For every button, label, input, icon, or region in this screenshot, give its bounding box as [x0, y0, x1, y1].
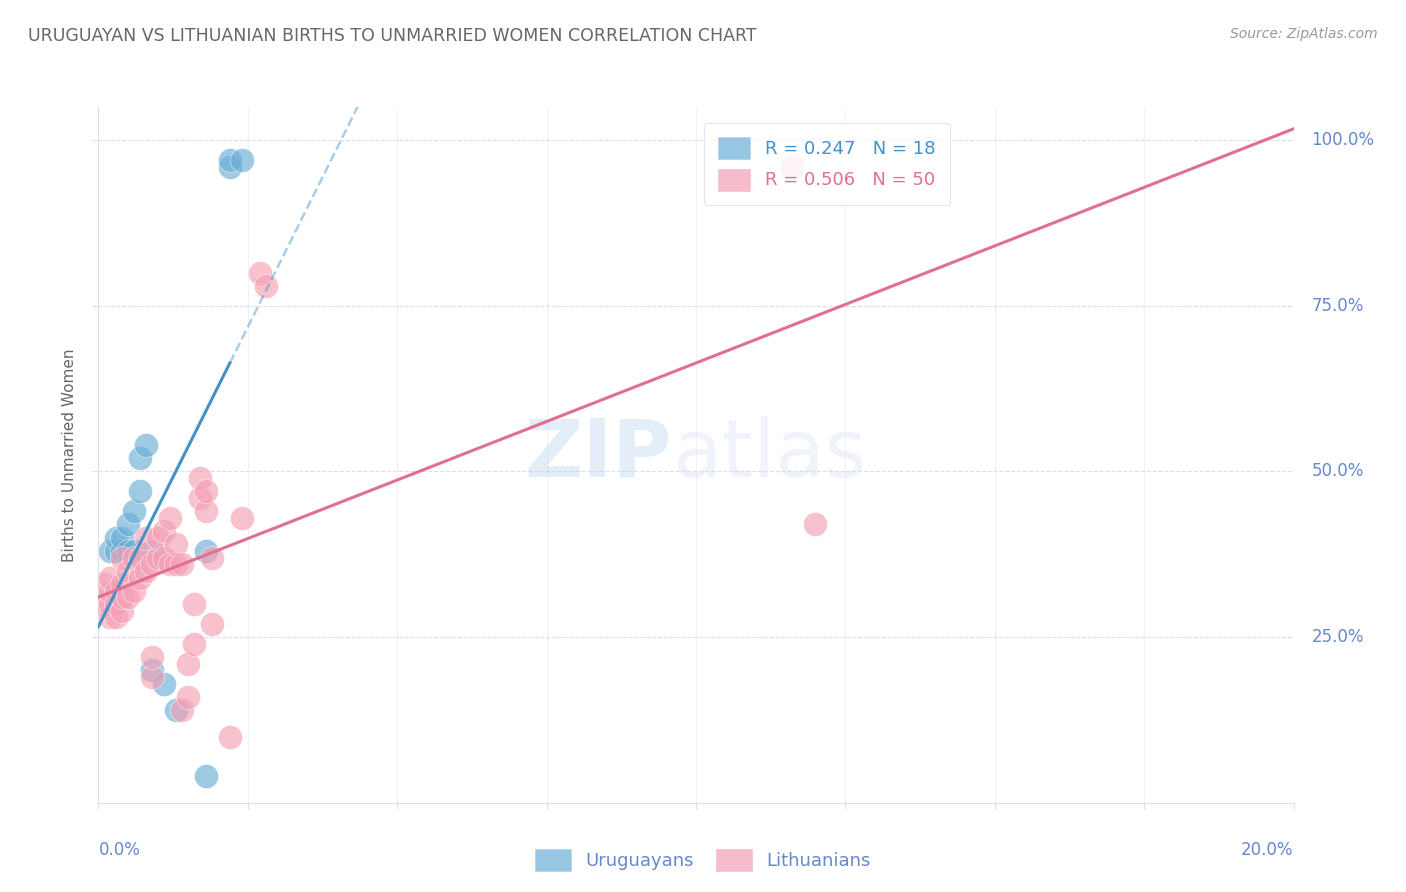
Point: [105, 597, 128, 611]
Point: [135, 438, 157, 452]
Point: [117, 517, 139, 532]
Point: [111, 577, 134, 591]
Point: [148, 550, 170, 565]
Point: [124, 583, 146, 598]
Point: [129, 484, 152, 499]
Text: URUGUAYAN VS LITHUANIAN BIRTHS TO UNMARRIED WOMEN CORRELATION CHART: URUGUAYAN VS LITHUANIAN BIRTHS TO UNMARR…: [28, 27, 756, 45]
Point: [129, 451, 152, 466]
Point: [231, 153, 253, 167]
Text: ZIP: ZIP: [524, 416, 672, 494]
Point: [117, 544, 139, 558]
Text: 25.0%: 25.0%: [1312, 628, 1364, 646]
Point: [183, 597, 205, 611]
Text: Source: ZipAtlas.com: Source: ZipAtlas.com: [1230, 27, 1378, 41]
Point: [124, 504, 146, 518]
Y-axis label: Births to Unmarried Women: Births to Unmarried Women: [62, 348, 77, 562]
Point: [188, 471, 211, 485]
Point: [124, 544, 146, 558]
Point: [111, 591, 134, 605]
Text: 50.0%: 50.0%: [1312, 462, 1364, 481]
Point: [98, 544, 122, 558]
Point: [177, 657, 200, 671]
Point: [194, 484, 218, 499]
Point: [201, 616, 224, 631]
Point: [804, 517, 827, 532]
Point: [141, 663, 163, 677]
Point: [129, 570, 152, 584]
Point: [165, 703, 187, 717]
Text: 100.0%: 100.0%: [1312, 131, 1375, 149]
Legend: R = 0.247   N = 18, R = 0.506   N = 50: R = 0.247 N = 18, R = 0.506 N = 50: [703, 123, 950, 205]
Point: [219, 153, 242, 167]
Point: [219, 160, 242, 174]
Point: [141, 558, 163, 572]
Point: [105, 583, 128, 598]
Point: [105, 531, 128, 545]
Legend: Uruguayans, Lithuanians: Uruguayans, Lithuanians: [527, 842, 879, 879]
Point: [93, 597, 115, 611]
Point: [201, 550, 224, 565]
Point: [194, 544, 218, 558]
Point: [177, 690, 200, 704]
Point: [153, 550, 176, 565]
Point: [148, 531, 170, 545]
Point: [153, 676, 176, 690]
Point: [159, 511, 181, 525]
Point: [159, 558, 181, 572]
Point: [231, 511, 253, 525]
Point: [165, 537, 187, 551]
Point: [117, 591, 139, 605]
Point: [98, 597, 122, 611]
Point: [254, 279, 277, 293]
Point: [249, 266, 271, 280]
Point: [188, 491, 211, 505]
Point: [105, 544, 128, 558]
Point: [98, 583, 122, 598]
Point: [98, 610, 122, 624]
Point: [194, 769, 218, 783]
Point: [141, 650, 163, 665]
Point: [111, 604, 134, 618]
Point: [129, 550, 152, 565]
Point: [165, 558, 187, 572]
Point: [117, 564, 139, 578]
Point: [93, 577, 115, 591]
Point: [141, 670, 163, 684]
Point: [124, 550, 146, 565]
Text: 20.0%: 20.0%: [1241, 841, 1294, 859]
Text: 75.0%: 75.0%: [1312, 297, 1364, 315]
Point: [141, 544, 163, 558]
Point: [153, 524, 176, 538]
Text: atlas: atlas: [672, 416, 866, 494]
Point: [780, 160, 803, 174]
Point: [219, 730, 242, 744]
Point: [194, 504, 218, 518]
Point: [172, 558, 194, 572]
Point: [105, 610, 128, 624]
Point: [172, 703, 194, 717]
Point: [135, 531, 157, 545]
Point: [183, 637, 205, 651]
Point: [135, 564, 157, 578]
Point: [98, 570, 122, 584]
Text: 0.0%: 0.0%: [98, 841, 141, 859]
Point: [111, 550, 134, 565]
Point: [111, 531, 134, 545]
Point: [111, 544, 134, 558]
